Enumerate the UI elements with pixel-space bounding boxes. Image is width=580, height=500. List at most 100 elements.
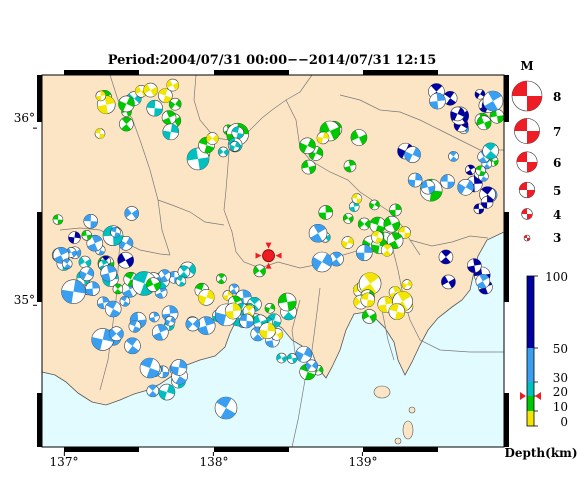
magnitude-symbol-6 xyxy=(516,151,538,173)
frame-bar-top xyxy=(214,70,289,75)
depth-band xyxy=(527,411,534,426)
prefecture-border-line xyxy=(371,199,421,256)
prefecture-border-line xyxy=(285,99,373,201)
focal-mechanism xyxy=(185,316,201,332)
focal-mechanism xyxy=(158,269,171,282)
focal-mechanism xyxy=(441,274,456,290)
depth-colorbar-bands xyxy=(527,276,534,426)
map-panel xyxy=(33,70,509,456)
focal-mechanism xyxy=(158,383,176,401)
depth-band xyxy=(527,382,534,396)
focal-mechanism xyxy=(177,265,191,279)
lon-label-139: 139° xyxy=(349,455,378,469)
focal-mechanism xyxy=(170,359,188,376)
frame-bar-right xyxy=(504,75,509,122)
frame-bar-right xyxy=(504,393,509,447)
focal-mechanism xyxy=(343,159,357,173)
frame-bar-left xyxy=(37,212,42,302)
focal-mechanism xyxy=(117,251,134,269)
focal-mechanism xyxy=(231,126,245,140)
focal-mechanism xyxy=(81,230,93,241)
focal-mechanism xyxy=(196,316,216,336)
depth-colorbar-ticks xyxy=(534,275,538,427)
focal-mechanism xyxy=(299,137,316,155)
frame-bar-left xyxy=(37,75,42,122)
focal-mechanism xyxy=(318,205,334,220)
land-area xyxy=(41,74,505,406)
focal-mechanism xyxy=(61,258,73,270)
depth-tick-label-50: 50 xyxy=(553,342,568,356)
focal-mechanism xyxy=(361,309,377,324)
focal-mechanism xyxy=(162,123,180,141)
focal-mechanism xyxy=(216,273,227,284)
focal-mechanism xyxy=(83,214,99,229)
lon-label-138: 138° xyxy=(200,455,229,469)
focal-mechanism xyxy=(79,266,95,282)
shikinejima-island xyxy=(394,437,402,445)
depth-tick-label-20: 20 xyxy=(553,385,568,399)
focal-mechanism xyxy=(370,230,384,244)
focal-mechanism xyxy=(61,279,86,304)
focal-mechanism xyxy=(198,289,215,306)
focal-mechanism xyxy=(168,97,182,111)
focal-mechanism xyxy=(450,106,465,122)
depth-tick-label-0: 0 xyxy=(560,415,568,429)
focal-mechanism xyxy=(308,223,328,243)
depth-band xyxy=(527,396,534,411)
focal-mechanism xyxy=(351,193,363,204)
depth-tick-label-30: 30 xyxy=(553,371,568,385)
focal-mechanism xyxy=(440,174,455,189)
magnitude-legend-symbols xyxy=(511,80,543,242)
niijima-island xyxy=(402,420,414,440)
focal-mechanism xyxy=(119,295,131,307)
focal-mechanism xyxy=(465,164,476,176)
focal-mechanism xyxy=(474,88,486,100)
focal-mechanism xyxy=(360,292,376,308)
focal-mechanism xyxy=(473,203,485,215)
lat-label-35: 35° xyxy=(14,293,35,307)
depth-colorbar-frame xyxy=(526,275,535,427)
depth-tick-label-10: 10 xyxy=(553,400,568,414)
focal-mechanism xyxy=(369,199,380,211)
focal-mechanism xyxy=(128,319,142,333)
frame-bar-left xyxy=(37,393,42,447)
focal-mechanism xyxy=(286,353,298,364)
prefecture-border-line xyxy=(339,94,504,151)
focal-mechanism xyxy=(139,357,161,379)
focal-mechanism xyxy=(78,255,92,269)
map-frame-ticks xyxy=(33,70,509,456)
focal-mechanism xyxy=(109,326,124,342)
magnitude-label-3: 3 xyxy=(553,231,561,245)
focal-mechanism xyxy=(145,277,161,292)
focal-mechanism xyxy=(342,213,354,224)
focal-mechanism xyxy=(158,88,173,103)
latitude-labels: 35° 36° xyxy=(14,111,35,307)
focal-mechanism xyxy=(143,82,158,98)
focal-mechanism xyxy=(429,92,446,110)
focal-mechanism xyxy=(186,147,210,171)
focal-mechanism xyxy=(357,217,371,231)
focal-mechanism xyxy=(239,313,254,329)
focal-mechanism xyxy=(482,142,499,160)
magnitude-legend: M 8 7 6 5 4 3 xyxy=(511,59,561,245)
focal-mechanism xyxy=(489,108,505,124)
focal-mechanism xyxy=(301,159,316,175)
sea-boundary-line xyxy=(291,299,301,361)
focal-mechanism xyxy=(442,90,458,106)
frame-bar-bottom xyxy=(214,447,289,452)
focal-mechanism xyxy=(295,345,313,363)
focal-mechanism xyxy=(112,283,124,295)
focal-mechanism xyxy=(341,236,354,249)
focal-mechanism xyxy=(95,90,107,102)
focal-mechanism xyxy=(86,234,104,252)
focal-mechanism xyxy=(149,311,160,323)
depth-band xyxy=(527,348,534,382)
depth-band xyxy=(527,276,534,348)
focal-mechanism xyxy=(94,128,106,139)
focal-mechanism xyxy=(448,151,459,162)
longitude-labels: 137° 138° 139° xyxy=(50,455,378,469)
focal-mechanism xyxy=(438,249,454,265)
focal-mechanism xyxy=(68,231,81,244)
focal-mechanism xyxy=(104,300,122,318)
magnitude-legend-title: M xyxy=(520,59,533,73)
